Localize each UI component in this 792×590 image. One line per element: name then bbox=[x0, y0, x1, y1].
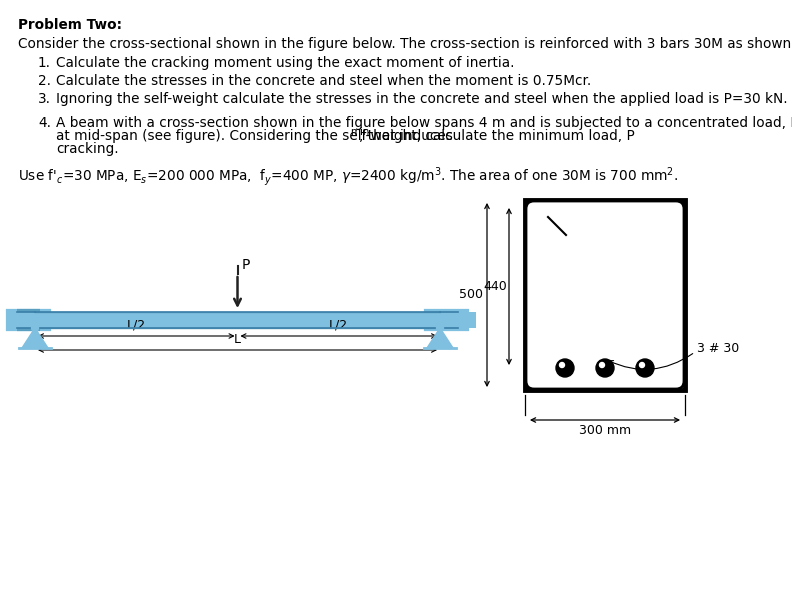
Bar bbox=[525, 200, 685, 390]
Circle shape bbox=[556, 359, 574, 377]
Text: Calculate the cracking moment using the exact moment of inertia.: Calculate the cracking moment using the … bbox=[56, 56, 515, 70]
Circle shape bbox=[559, 362, 565, 368]
Text: Ignoring the self-weight calculate the stresses in the concrete and steel when t: Ignoring the self-weight calculate the s… bbox=[56, 92, 787, 106]
Text: min: min bbox=[350, 127, 369, 137]
Bar bbox=[35, 312, 440, 328]
Text: Calculate the stresses in the concrete and steel when the moment is 0.75Mcr.: Calculate the stresses in the concrete a… bbox=[56, 74, 592, 88]
Text: at mid-span (see figure). Considering the self-weight, calculate the minimum loa: at mid-span (see figure). Considering th… bbox=[56, 129, 634, 143]
Text: 1.: 1. bbox=[38, 56, 51, 70]
Text: , that induces: , that induces bbox=[359, 129, 453, 143]
Circle shape bbox=[636, 359, 654, 377]
Bar bbox=[17, 312, 35, 328]
Bar bbox=[458, 312, 476, 328]
Polygon shape bbox=[22, 328, 48, 348]
Text: 440: 440 bbox=[483, 280, 507, 293]
Text: 3 # 30: 3 # 30 bbox=[697, 342, 739, 355]
Text: P: P bbox=[242, 258, 249, 272]
Circle shape bbox=[600, 362, 604, 368]
Text: 500: 500 bbox=[459, 289, 483, 301]
Text: Consider the cross-sectional shown in the figure below. The cross-section is rei: Consider the cross-sectional shown in th… bbox=[18, 37, 792, 51]
Text: L/2: L/2 bbox=[329, 319, 348, 332]
Polygon shape bbox=[427, 328, 453, 348]
Text: 4.: 4. bbox=[38, 116, 51, 130]
Bar bbox=[35, 312, 440, 328]
Text: Use f$'_c$=30 MPa, E$_s$=200 000 MPa,  f$_y$=400 MP, $\gamma$=2400 kg/m$^3$. The: Use f$'_c$=30 MPa, E$_s$=200 000 MPa, f$… bbox=[18, 165, 678, 188]
Circle shape bbox=[596, 359, 614, 377]
Circle shape bbox=[639, 362, 645, 368]
Text: 3.: 3. bbox=[38, 92, 51, 106]
Text: cracking.: cracking. bbox=[56, 142, 119, 156]
FancyBboxPatch shape bbox=[526, 201, 684, 389]
Text: L: L bbox=[234, 333, 241, 346]
Circle shape bbox=[32, 324, 39, 332]
Text: Problem Two:: Problem Two: bbox=[18, 18, 122, 32]
Text: 2.: 2. bbox=[38, 74, 51, 88]
Text: 300 mm: 300 mm bbox=[579, 424, 631, 437]
Text: A beam with a cross-section shown in the figure below spans 4 m and is subjected: A beam with a cross-section shown in the… bbox=[56, 116, 792, 130]
Circle shape bbox=[436, 324, 444, 332]
Text: L/2: L/2 bbox=[127, 319, 146, 332]
